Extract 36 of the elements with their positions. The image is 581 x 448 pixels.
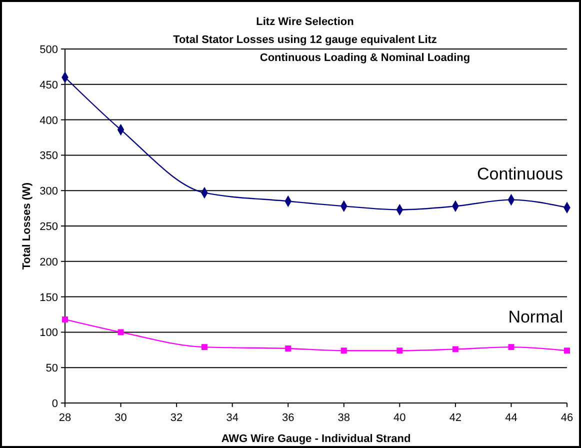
point <box>564 348 570 354</box>
chart-title: Litz Wire Selection <box>256 16 354 28</box>
point <box>452 346 458 352</box>
x-tick-label: 46 <box>560 412 574 424</box>
y-tick-label: 300 <box>40 186 58 198</box>
y-tick-label: 150 <box>40 292 58 304</box>
point <box>285 345 292 352</box>
y-tick-label: 400 <box>40 114 58 127</box>
x-tick-label: 38 <box>338 412 350 424</box>
x-tick-label: 30 <box>114 412 127 424</box>
x-tick-label: 42 <box>449 412 462 424</box>
point <box>62 316 68 322</box>
point <box>340 348 347 354</box>
point <box>118 329 124 336</box>
point <box>201 344 208 350</box>
y-axis-title: Total Losses (W) <box>21 182 33 270</box>
y-tick-label: 500 <box>40 44 58 56</box>
y-tick-label: 0 <box>52 398 58 410</box>
y-tick-label: 200 <box>40 256 58 268</box>
point <box>508 344 514 350</box>
x-axis-title: AWG Wire Gauge - Individual Strand <box>221 433 411 445</box>
point <box>396 348 403 354</box>
series-label: Normal <box>508 307 563 326</box>
y-tick-label: 250 <box>40 221 58 233</box>
y-tick-label: 350 <box>40 150 58 162</box>
x-tick-label: 40 <box>394 412 406 424</box>
x-tick-label: 34 <box>226 412 238 424</box>
x-tick-label: 44 <box>505 412 518 424</box>
y-tick-label: 100 <box>40 327 58 340</box>
x-tick-label: 32 <box>170 412 183 424</box>
y-tick-label: 50 <box>46 362 58 375</box>
series-label: Continuous <box>476 164 563 184</box>
chart-subtitle: Total Stator Losses using 12 gauge equivalent Litz Continuous Loading & Nominal Loading <box>173 34 470 64</box>
x-tick-label: 28 <box>58 412 72 424</box>
x-tick-label: 36 <box>282 412 294 424</box>
y-tick-label: 450 <box>40 79 58 92</box>
